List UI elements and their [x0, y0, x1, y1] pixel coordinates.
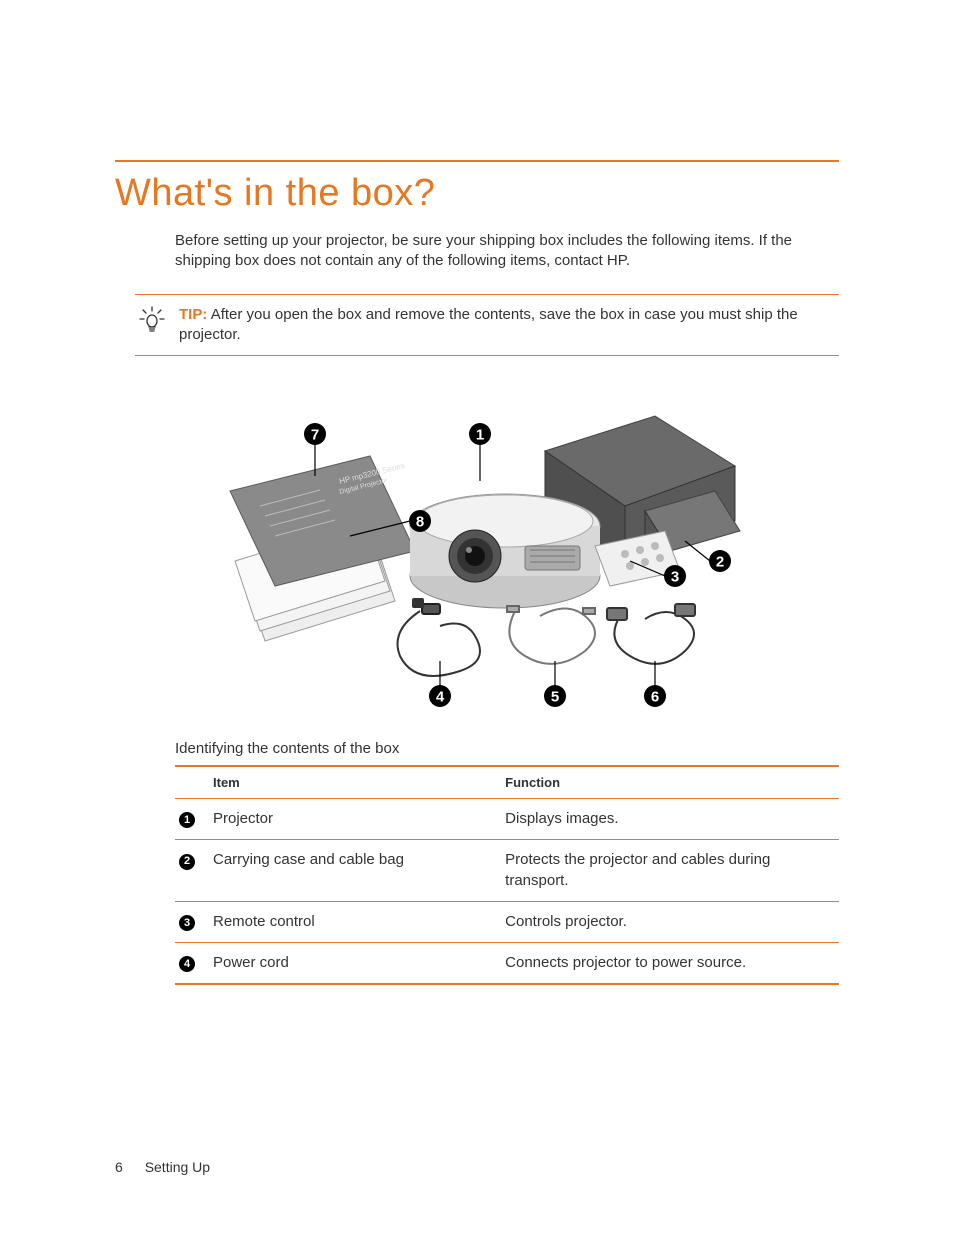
col-blank	[175, 766, 209, 799]
lightbulb-icon	[135, 305, 169, 339]
row-item: Remote control	[209, 901, 501, 942]
table-row: 2 Carrying case and cable bagProtects the…	[175, 840, 839, 902]
top-rule	[115, 160, 839, 162]
callout-number: 7	[311, 427, 319, 444]
row-function: Connects projector to power source.	[501, 943, 839, 985]
table-row: 3 Remote controlControls projector.	[175, 901, 839, 942]
contents-table: Item Function 1 ProjectorDisplays images.…	[175, 765, 839, 985]
box-contents-diagram: HP mp3200 Series Digital Projector	[175, 386, 839, 716]
row-number-badge: 3	[179, 915, 195, 931]
table-caption: Identifying the contents of the box	[175, 740, 839, 757]
row-number-badge: 4	[179, 956, 195, 972]
power-cord-illustration	[398, 599, 481, 676]
tip-body: After you open the box and remove the co…	[179, 306, 798, 343]
table-row: 1 ProjectorDisplays images.	[175, 799, 839, 840]
row-function: Displays images.	[501, 799, 839, 840]
page-footer: 6 Setting Up	[115, 1159, 210, 1175]
tip-callout: TIP: After you open the box and remove t…	[135, 294, 839, 357]
page-number: 6	[115, 1159, 123, 1175]
callout-number: 5	[551, 689, 559, 706]
row-number-badge: 1	[179, 812, 195, 828]
row-function: Protects the projector and cables during…	[501, 840, 839, 902]
manual-page: What's in the box? Before setting up you…	[0, 0, 954, 1235]
tip-text: TIP: After you open the box and remove t…	[179, 305, 839, 346]
projector-illustration	[410, 494, 600, 608]
callout-number: 2	[716, 554, 724, 571]
callout-number: 1	[476, 427, 484, 444]
section-name: Setting Up	[145, 1159, 210, 1175]
page-title: What's in the box?	[115, 172, 839, 215]
usb-cable-illustration	[507, 606, 595, 664]
table-row: 4 Power cordConnects projector to power s…	[175, 943, 839, 985]
documents-illustration: HP mp3200 Series Digital Projector	[230, 456, 415, 641]
tip-label: TIP:	[179, 306, 207, 323]
col-function: Function	[501, 766, 839, 799]
callout-number: 6	[651, 689, 659, 706]
row-item: Carrying case and cable bag	[209, 840, 501, 902]
row-function: Controls projector.	[501, 901, 839, 942]
callout-number: 3	[671, 569, 679, 586]
callout-number: 4	[436, 689, 445, 706]
row-item: Power cord	[209, 943, 501, 985]
col-item: Item	[209, 766, 501, 799]
vga-cable-illustration	[607, 604, 695, 664]
callout-number: 8	[416, 514, 424, 531]
row-number-badge: 2	[179, 854, 195, 870]
intro-paragraph: Before setting up your projector, be sur…	[175, 231, 839, 272]
row-item: Projector	[209, 799, 501, 840]
